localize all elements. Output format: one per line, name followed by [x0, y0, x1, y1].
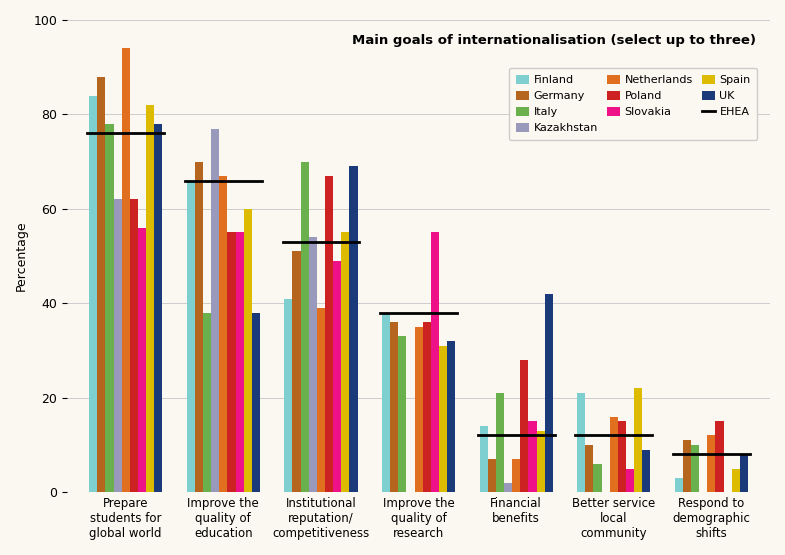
- Bar: [480, 426, 487, 492]
- Bar: [528, 421, 536, 492]
- Bar: [146, 105, 154, 492]
- Bar: [398, 336, 407, 492]
- Bar: [504, 483, 512, 492]
- Bar: [577, 393, 586, 492]
- Legend: Finland, Germany, Italy, Kazakhstan, Netherlands, Poland, Slovakia, Spain, UK, E: Finland, Germany, Italy, Kazakhstan, Net…: [509, 68, 758, 140]
- Bar: [89, 95, 97, 492]
- Y-axis label: Percentage: Percentage: [15, 221, 28, 291]
- Bar: [618, 421, 626, 492]
- Bar: [642, 450, 651, 492]
- Bar: [105, 124, 114, 492]
- Bar: [536, 431, 545, 492]
- Bar: [325, 176, 333, 492]
- Bar: [431, 233, 439, 492]
- Text: Main goals of internationalisation (select up to three): Main goals of internationalisation (sele…: [352, 34, 756, 47]
- Bar: [130, 199, 138, 492]
- Bar: [634, 388, 642, 492]
- Bar: [187, 180, 195, 492]
- Bar: [626, 468, 634, 492]
- Bar: [97, 77, 105, 492]
- Bar: [545, 294, 553, 492]
- Bar: [333, 261, 341, 492]
- Bar: [512, 459, 520, 492]
- Bar: [593, 464, 601, 492]
- Bar: [301, 162, 309, 492]
- Bar: [219, 176, 228, 492]
- Bar: [317, 308, 325, 492]
- Bar: [349, 166, 357, 492]
- Bar: [496, 393, 504, 492]
- Bar: [707, 436, 715, 492]
- Bar: [252, 312, 260, 492]
- Bar: [520, 360, 528, 492]
- Bar: [138, 228, 146, 492]
- Bar: [487, 459, 496, 492]
- Bar: [422, 322, 431, 492]
- Bar: [114, 199, 122, 492]
- Bar: [243, 209, 252, 492]
- Bar: [586, 445, 593, 492]
- Bar: [211, 129, 219, 492]
- Bar: [610, 417, 618, 492]
- Bar: [236, 233, 243, 492]
- Bar: [683, 440, 691, 492]
- Bar: [382, 312, 390, 492]
- Bar: [447, 341, 455, 492]
- Bar: [284, 299, 293, 492]
- Bar: [341, 233, 349, 492]
- Bar: [195, 162, 203, 492]
- Bar: [740, 455, 748, 492]
- Bar: [732, 468, 740, 492]
- Bar: [390, 322, 398, 492]
- Bar: [675, 478, 683, 492]
- Bar: [715, 421, 724, 492]
- Bar: [309, 237, 317, 492]
- Bar: [414, 327, 422, 492]
- Bar: [122, 48, 130, 492]
- Bar: [228, 233, 235, 492]
- Bar: [154, 124, 162, 492]
- Bar: [293, 251, 301, 492]
- Bar: [439, 346, 447, 492]
- Bar: [203, 312, 211, 492]
- Bar: [691, 445, 699, 492]
